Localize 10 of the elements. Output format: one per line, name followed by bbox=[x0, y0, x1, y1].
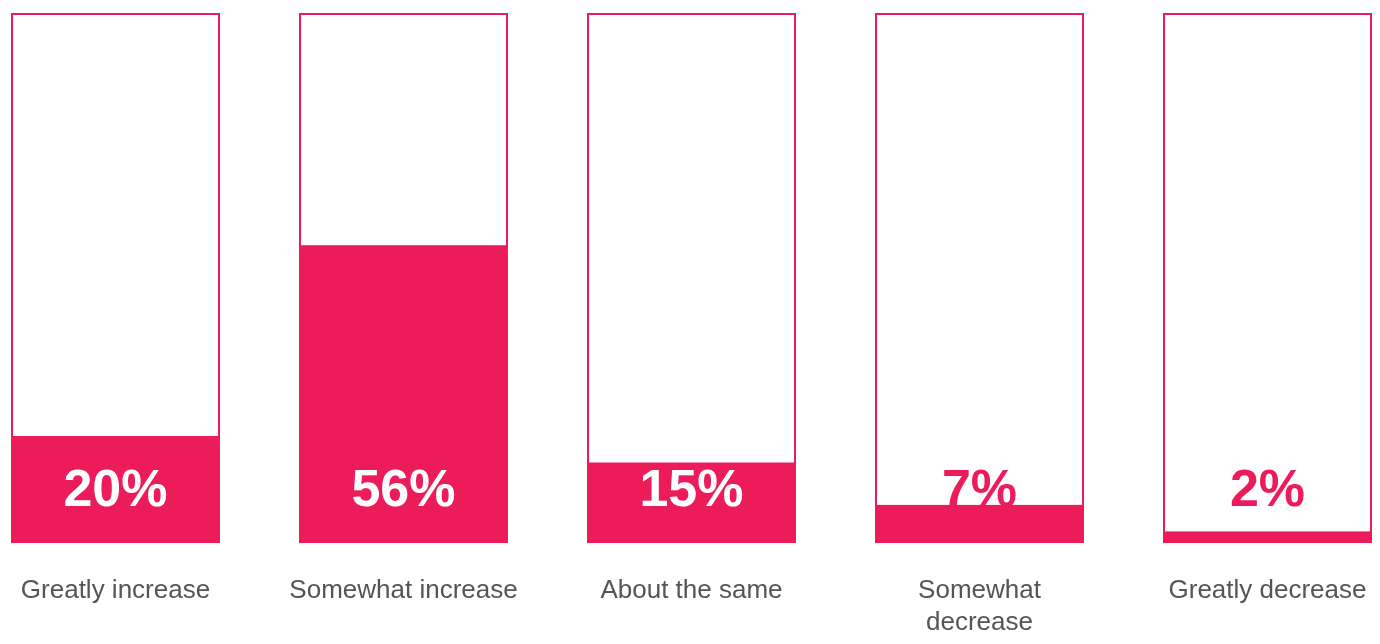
x-tick-label: Somewhat decrease bbox=[918, 574, 1042, 636]
data-label: 56% bbox=[351, 459, 456, 518]
x-tick-label: About the same bbox=[600, 574, 783, 604]
data-label: 7% bbox=[941, 459, 1018, 518]
x-tick-label: Greatly increase bbox=[20, 574, 211, 604]
x-tick-label: Somewhat increase bbox=[289, 574, 518, 604]
data-label: 2% bbox=[1229, 459, 1306, 518]
data-label: 15% bbox=[639, 459, 744, 518]
data-label: 20% bbox=[63, 459, 168, 518]
x-tick-label: Greatly decrease bbox=[1168, 574, 1367, 604]
